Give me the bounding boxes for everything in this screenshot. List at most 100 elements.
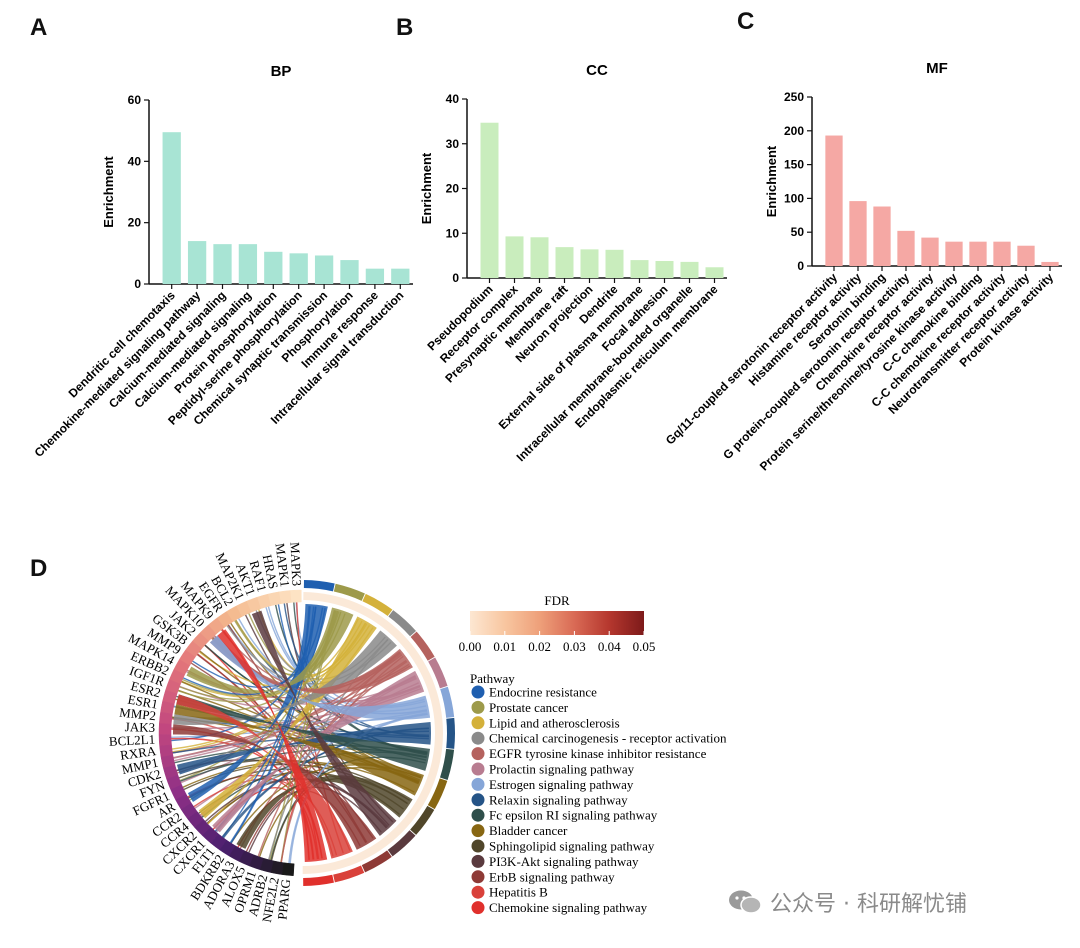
bar-chart-cc: 010203040CCEnrichmentPseudopodiumRecepto… (419, 62, 727, 464)
bar (314, 255, 334, 284)
chord-links (171, 602, 432, 864)
legend-swatch (471, 870, 485, 884)
pathway-arc-lipid-and-atherosclerosis (362, 593, 393, 617)
chord-ribbon (173, 724, 377, 850)
legend-label: Sphingolipid signaling pathway (489, 839, 655, 854)
legend-label: Prostate cancer (489, 700, 569, 715)
panel-label-c: C (737, 8, 755, 35)
bar (993, 241, 1011, 266)
legend-swatch (471, 777, 485, 791)
gene-arc-adrb2 (259, 857, 274, 873)
pathway-arc-fc-epsilon-ri-signaling-pathway (439, 748, 455, 780)
chord-ribbon (176, 694, 353, 859)
pathway-arc-relaxin-signaling-pathway (446, 717, 455, 749)
y-axis-label: Enrichment (419, 152, 434, 224)
bar (480, 122, 499, 278)
legend-label: Chemical carcinogenesis - receptor activ… (489, 731, 727, 746)
gene-label: JAK3 (125, 719, 156, 735)
chord-ribbon (187, 604, 328, 802)
fdr-colorbar (470, 611, 644, 635)
pathway-arc-estrogen-signaling-pathway (440, 686, 455, 718)
pathway-arc-sphingolipid-signaling-pathway (410, 805, 435, 835)
bar (1017, 245, 1035, 266)
legend-label: EGFR tyrosine kinase inhibitor resistanc… (489, 746, 707, 761)
gene-label: MMP2 (119, 705, 157, 724)
gene-label: PPARG (274, 878, 293, 920)
legend-label: PI3K-Akt signaling pathway (489, 854, 639, 869)
chord-ribbon (176, 722, 432, 775)
gene-arc-rxra (159, 744, 174, 758)
bar (213, 244, 232, 284)
gene-label: BCL2L1 (109, 732, 156, 749)
gene-arc-egfr (216, 611, 234, 628)
bar-chart-mf: 050100150200250MFEnrichmentGq/11-coupled… (663, 60, 1062, 473)
gene-arc-mapk1 (278, 590, 292, 605)
legend-swatch (471, 808, 485, 822)
pathway-arc-erbb-signaling-pathway (361, 850, 392, 873)
y-tick-label: 20 (446, 182, 460, 196)
legend-label: Prolactin signaling pathway (489, 762, 635, 777)
y-tick-label: 40 (446, 92, 460, 106)
gene-arc-mmp1 (160, 754, 176, 769)
bar (897, 230, 915, 266)
legend-label: Hepatitis B (489, 885, 548, 900)
gene-arc-pparg (281, 862, 295, 877)
gene-label: MAPK1 (273, 542, 293, 588)
gene-arc-bcl2 (226, 605, 243, 623)
bar (391, 268, 410, 284)
fdr-tick-label: 0.00 (459, 639, 482, 654)
panel-label-d: D (30, 555, 48, 582)
fdr-tick-label: 0.05 (633, 639, 656, 654)
y-tick-label: 0 (797, 259, 804, 273)
gene-label: ESR1 (127, 691, 160, 711)
bar (969, 241, 987, 266)
legend-swatch (471, 762, 485, 776)
chart-title: BP (271, 63, 292, 80)
legend-swatch (471, 716, 485, 730)
legend-swatch (471, 824, 485, 838)
chart-title: MF (926, 60, 948, 77)
legend-label: Chemokine signaling pathway (489, 900, 648, 915)
gene-arc-ar (175, 793, 192, 810)
bar (187, 241, 207, 284)
chord-ribbon (173, 630, 397, 726)
bar (238, 244, 258, 284)
chord-ribbon (198, 616, 377, 819)
gene-label: MMP1 (120, 755, 159, 777)
bar (630, 260, 649, 278)
y-tick-label: 0 (452, 271, 459, 285)
gene-label: RXRA (119, 743, 157, 763)
gene-arc-mmp2 (159, 711, 173, 725)
chord-ribbon (210, 635, 431, 720)
gene-arc-alox5 (238, 850, 255, 867)
pathway-arc-prolactin-signaling-pathway (428, 657, 448, 689)
bar (605, 249, 624, 278)
gene-arc-raf1 (256, 593, 271, 609)
legend-label: Relaxin signaling pathway (489, 792, 628, 807)
legend-swatch (471, 901, 485, 915)
bar (505, 236, 524, 278)
gene-arc-bcl2l1 (158, 734, 172, 747)
gene-arc-fyn (166, 774, 182, 790)
legend-swatch (471, 793, 485, 807)
bar (289, 253, 308, 284)
pathway-arc-prostate-cancer (333, 583, 365, 601)
fdr-tick-label: 0.03 (563, 639, 586, 654)
gene-arc-esr2 (162, 689, 178, 705)
chord-diagram: MAPK3MAPK1HRASRAF1AKT1MAP2K1BCL2EGFRMAPK… (109, 542, 727, 924)
watermark: 公众号 · 科研解忧铺 (728, 886, 967, 918)
pathway-legend-title: Pathway (470, 671, 515, 686)
y-tick-label: 0 (134, 277, 141, 291)
legend-swatch (471, 885, 485, 899)
y-tick-label: 100 (784, 191, 804, 205)
bar (655, 260, 674, 278)
y-tick-label: 150 (784, 158, 804, 172)
panel-label-a: A (30, 14, 48, 41)
chord-ribbon (186, 607, 354, 694)
bar (580, 249, 599, 278)
gene-arc-flt1 (210, 833, 228, 851)
gene-arc-akt1 (246, 596, 262, 613)
